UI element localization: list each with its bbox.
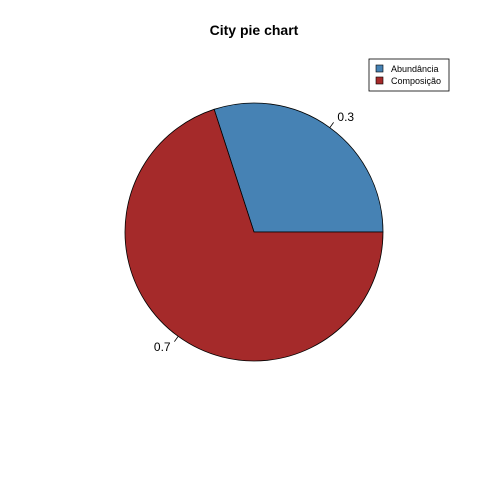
chart-title: City pie chart: [210, 22, 299, 38]
legend-swatch-composicao: [375, 76, 384, 85]
legend-label-composicao: Composição: [391, 76, 441, 86]
slice-label-tick-abundancia: [329, 122, 334, 128]
pie-slices: [124, 102, 384, 362]
pie-slice-labels: 0.3 0.7: [154, 110, 355, 354]
pie-slice-abundancia: [213, 102, 384, 233]
legend-swatch-abundancia: [375, 64, 384, 73]
slice-label-composicao: 0.7: [154, 340, 171, 354]
legend-label-abundancia: Abundância: [391, 64, 439, 74]
chart-legend: Abundância Composição: [368, 58, 450, 92]
slice-label-abundancia: 0.3: [337, 110, 354, 124]
slice-label-tick-composicao: [174, 336, 179, 342]
legend-box: [368, 58, 450, 92]
